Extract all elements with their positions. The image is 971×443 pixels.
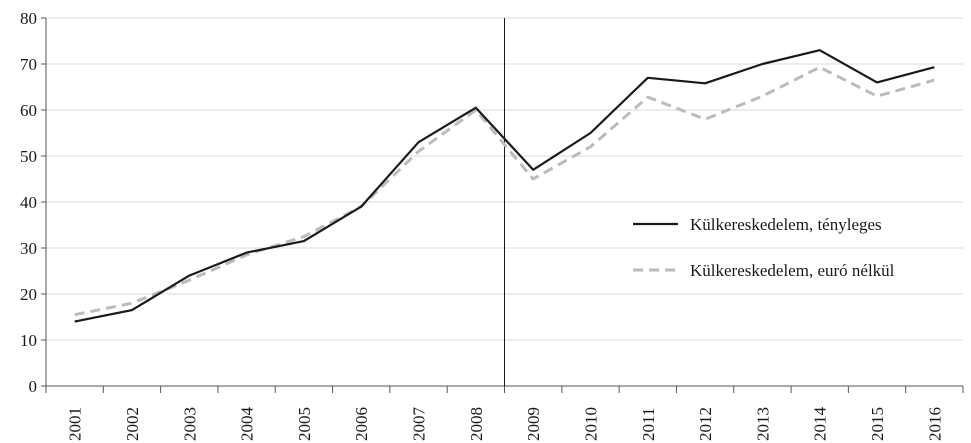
x-tick-label-2015: 2015 xyxy=(868,407,887,441)
x-tick-label-2011: 2011 xyxy=(639,408,658,441)
x-tick-label-2013: 2013 xyxy=(753,407,772,441)
series-line-no-euro xyxy=(74,65,935,317)
x-tick-label-2007: 2007 xyxy=(410,407,429,442)
y-tick-label-0: 0 xyxy=(29,377,38,396)
x-tick-label-2004: 2004 xyxy=(238,407,257,442)
x-tick-label-2008: 2008 xyxy=(467,407,486,441)
y-tick-label-70: 70 xyxy=(20,55,37,74)
y-tick-label-50: 50 xyxy=(20,147,37,166)
y-tick-label-30: 30 xyxy=(20,239,37,258)
legend-label-actual: Külkereskedelem, tényleges xyxy=(690,215,882,234)
x-tick-label-2005: 2005 xyxy=(295,407,314,441)
x-tick-label-2006: 2006 xyxy=(352,407,371,441)
y-tick-label-20: 20 xyxy=(20,285,37,304)
y-tick-label-80: 80 xyxy=(20,9,37,28)
x-tick-label-2010: 2010 xyxy=(581,407,600,441)
series-lines xyxy=(74,49,935,323)
y-tick-label-60: 60 xyxy=(20,101,37,120)
x-tick-label-2016: 2016 xyxy=(925,407,944,441)
y-tick-label-10: 10 xyxy=(20,331,37,350)
x-tick-label-2002: 2002 xyxy=(123,407,142,441)
x-tick-label-2001: 2001 xyxy=(66,407,85,441)
legend-label-no-euro: Külkereskedelem, euró nélkül xyxy=(690,261,895,280)
series-line-actual xyxy=(74,49,935,323)
x-tick-label-2003: 2003 xyxy=(180,407,199,441)
y-tick-label-40: 40 xyxy=(20,193,37,212)
x-tick-label-2014: 2014 xyxy=(811,407,830,442)
axes: 0 10 20 30 40 50 60 70 80 2001 2002 2003 2004 2005 200… xyxy=(20,9,964,442)
x-tick-label-2012: 2012 xyxy=(696,407,715,441)
x-tick-label-2009: 2009 xyxy=(524,407,543,441)
legend: Külkereskedelem, tényleges Külkereskedel… xyxy=(633,215,895,280)
